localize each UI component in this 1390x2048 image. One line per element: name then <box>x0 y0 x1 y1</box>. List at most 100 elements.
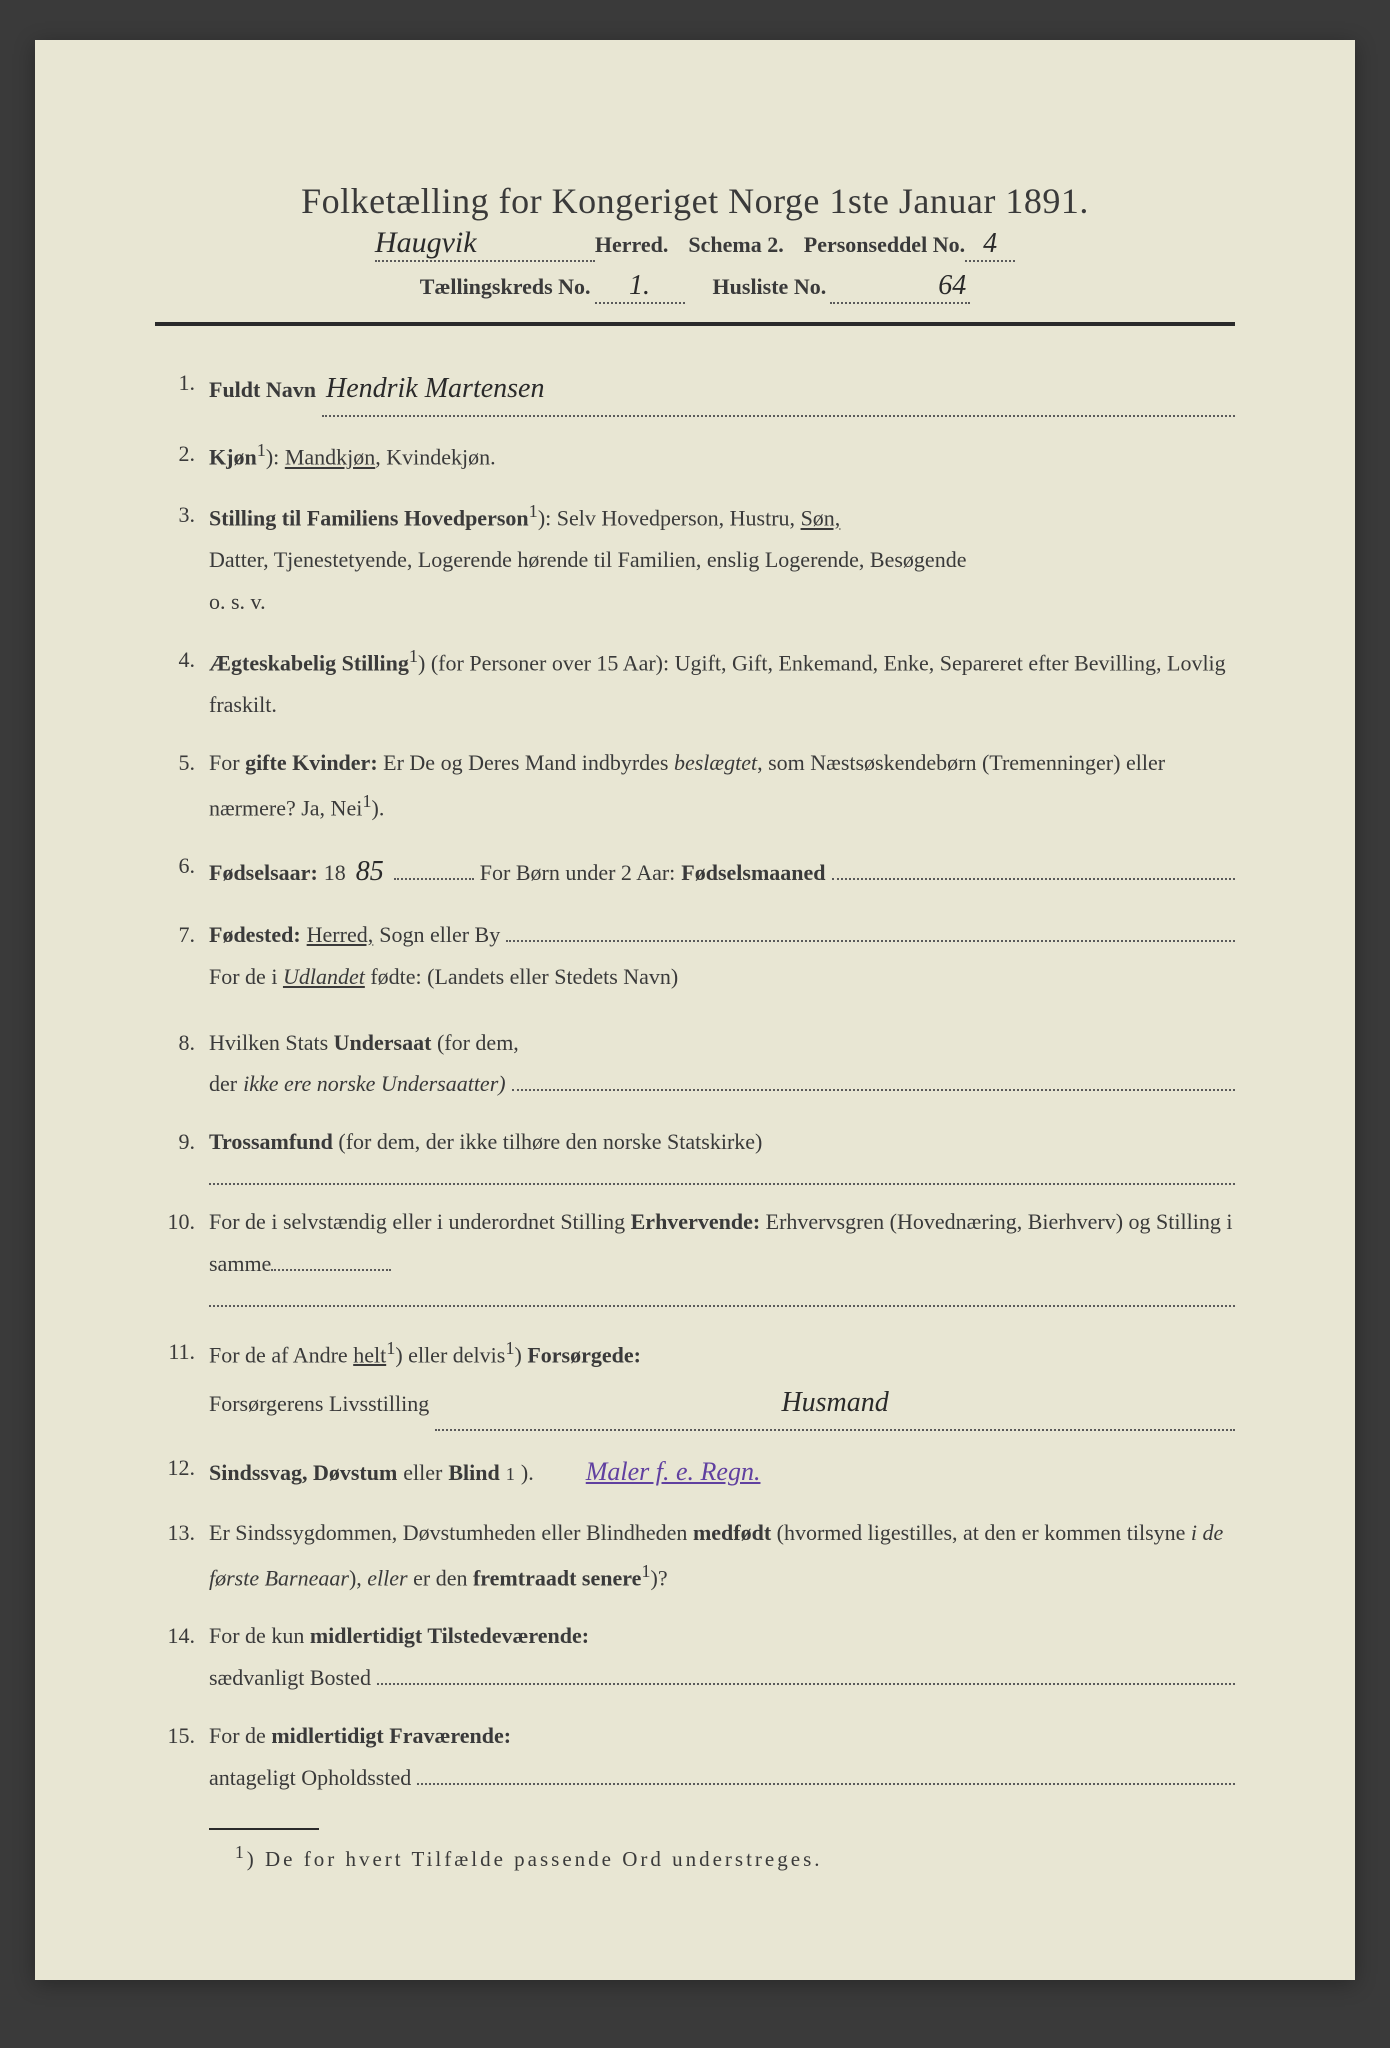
entry-num: 13. <box>155 1512 209 1599</box>
entry-label: Stilling til Familiens Hovedperson <box>209 506 529 531</box>
text: Datter, Tjenestetyende, Logerende hørend… <box>209 547 966 572</box>
entry-label: Kjøn <box>209 445 257 470</box>
dotted-fill <box>512 1069 1235 1091</box>
entry-label: Trossamfund <box>209 1129 333 1154</box>
entry-num: 7. <box>155 914 209 998</box>
taellingskreds-no: 1. <box>595 270 685 304</box>
entry-11: 11. For de af Andre helt1) eller delvis1… <box>155 1331 1235 1431</box>
sup: 1 <box>362 791 371 811</box>
text: ) <box>515 1342 528 1367</box>
italic-text: eller <box>367 1565 407 1590</box>
text: ). <box>372 795 385 820</box>
personseddel-no: 4 <box>965 228 1015 262</box>
sup: 1 <box>257 440 266 460</box>
text: For de i <box>209 964 283 989</box>
year-prefix: 18 <box>324 852 346 894</box>
italic-text: ikke ere norske Undersaatter) <box>243 1063 506 1105</box>
document-page: Folketælling for Kongeriget Norge 1ste J… <box>35 40 1355 1980</box>
text: For Børn under 2 Aar: <box>480 852 676 894</box>
entry-num: 2. <box>155 433 209 478</box>
header-line-1: Haugvik Herred. Schema 2. Personseddel N… <box>155 226 1235 262</box>
sup: 1 <box>235 1842 247 1862</box>
text: For de i selvstændig eller i underordnet… <box>209 1209 631 1234</box>
text: antageligt Opholdssted <box>209 1757 411 1799</box>
entry-3: 3. Stilling til Familiens Hovedperson1):… <box>155 494 1235 623</box>
text: ). <box>521 1452 534 1494</box>
entry-10: 10. For de i selvstændig eller i underor… <box>155 1201 1235 1307</box>
entry-14: 14. For de kun midlertidigt Tilstedevære… <box>155 1615 1235 1699</box>
entry-num: 3. <box>155 494 209 623</box>
husliste-label: Husliste No. <box>713 274 827 300</box>
entry-num: 11. <box>155 1331 209 1431</box>
footnote: 1) De for hvert Tilfælde passende Ord un… <box>155 1842 1235 1872</box>
text: Er Sindssygdommen, Døvstumheden eller Bl… <box>209 1520 693 1545</box>
schema-label: Schema 2. <box>688 232 783 258</box>
sup: 1 <box>506 1457 515 1492</box>
entry-label: Sindssvag, Døvstum <box>209 1452 397 1494</box>
text: (hvormed ligestilles, at den er kommen t… <box>771 1520 1191 1545</box>
entry-label: Blind <box>448 1452 499 1494</box>
entry-num: 10. <box>155 1201 209 1307</box>
text: fødte: (Landets eller Stedets Navn) <box>365 964 678 989</box>
text: Sogn eller By <box>379 914 500 956</box>
dotted-fill <box>271 1269 391 1271</box>
taellingskreds-label: Tællingskreds No. <box>420 274 591 300</box>
text: Hvilken Stats <box>209 1030 334 1055</box>
entry-num: 15. <box>155 1715 209 1799</box>
underlined-value: Mandkjøn <box>285 445 375 470</box>
entry-num: 4. <box>155 639 209 726</box>
footnote-text: ) De for hvert Tilfælde passende Ord und… <box>247 1847 823 1871</box>
entry-label: Ægteskabelig Stilling <box>209 650 409 675</box>
entry-label: Erhvervende: <box>631 1209 761 1234</box>
sup: 1 <box>505 1338 514 1358</box>
purple-annotation: Maler f. e. Regn. <box>586 1447 761 1496</box>
entry-num: 12. <box>155 1447 209 1496</box>
entry-7: 7. Fødested: Herred, Sogn eller By For d… <box>155 914 1235 998</box>
forsorger-value: Husmand <box>435 1376 1235 1431</box>
text: , Kvindekjøn. <box>375 445 495 470</box>
husliste-no: 64 <box>830 270 970 304</box>
title: Folketælling for Kongeriget Norge 1ste J… <box>155 180 1235 222</box>
text: ) eller delvis <box>395 1342 505 1367</box>
dotted-fill <box>209 1285 1235 1307</box>
entry-2: 2. Kjøn1): Mandkjøn, Kvindekjøn. <box>155 433 1235 478</box>
text: eller <box>403 1452 442 1494</box>
dotted-fill <box>506 920 1235 942</box>
text: )? <box>651 1565 668 1590</box>
entry-label: Forsørgede: <box>527 1342 641 1367</box>
entry-4: 4. Ægteskabelig Stilling1) (for Personer… <box>155 639 1235 726</box>
entry-13: 13. Er Sindssygdommen, Døvstumheden elle… <box>155 1512 1235 1599</box>
footnote-rule <box>209 1828 319 1830</box>
dotted-fill <box>832 858 1235 880</box>
sup: 1 <box>641 1561 650 1581</box>
year-value: 85 <box>352 845 388 898</box>
entry-num: 9. <box>155 1121 209 1185</box>
entry-label: fremtraadt senere <box>473 1565 641 1590</box>
text: sædvanligt Bosted <box>209 1657 371 1699</box>
entry-9: 9. Trossamfund (for dem, der ikke tilhør… <box>155 1121 1235 1185</box>
underlined-value: helt <box>353 1342 386 1367</box>
dotted-fill <box>377 1663 1235 1685</box>
entry-15: 15. For de midlertidigt Fraværende: anta… <box>155 1715 1235 1799</box>
entry-num: 14. <box>155 1615 209 1699</box>
entry-label: medfødt <box>693 1520 771 1545</box>
italic-text: beslægtet <box>674 750 757 775</box>
underlined-value: Herred, <box>307 914 374 956</box>
entry-num: 8. <box>155 1022 209 1106</box>
text: Forsørgerens Livsstilling <box>209 1383 429 1425</box>
dotted-fill <box>209 1163 1235 1185</box>
text: (for dem, <box>431 1030 518 1055</box>
text: o. s. v. <box>209 589 266 614</box>
entry-6: 6. Fødselsaar: 1885 For Børn under 2 Aar… <box>155 845 1235 898</box>
sup: 1 <box>529 501 538 521</box>
text: ): Selv Hovedperson, Hustru, <box>538 506 801 531</box>
sup: 1 <box>386 1338 395 1358</box>
entry-label: Fuldt Navn <box>209 369 316 411</box>
text: (for dem, der ikke tilhøre den norske St… <box>333 1129 762 1154</box>
personseddel-label: Personseddel No. <box>804 232 965 258</box>
text: Er De og Deres Mand indbyrdes <box>378 750 674 775</box>
dotted-fill <box>394 878 474 880</box>
full-name-value: Hendrik Martensen <box>322 362 1235 417</box>
entry-label: Fødselsaar: <box>209 852 318 894</box>
underlined-value: Søn, <box>801 506 841 531</box>
